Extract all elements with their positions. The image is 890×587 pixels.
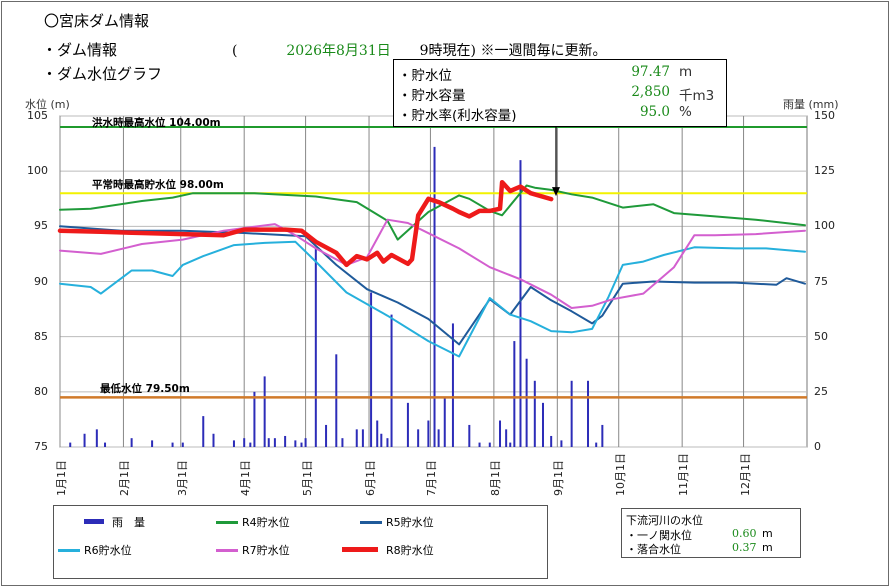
info-value: 97.47 — [631, 64, 670, 80]
month-tick-label: 1月1日 — [55, 460, 68, 496]
left-tick-label: 85 — [34, 329, 48, 343]
dam-graph-heading: ・ダム水位グラフ — [42, 65, 163, 83]
right-tick-label: 125 — [814, 164, 835, 178]
month-tick-label: 10月1日 — [613, 453, 627, 496]
left-tick-label: 95 — [34, 219, 48, 233]
dam-info-box: ・貯水位 97.47 m ・貯水容量 2,850 千m3 ・貯水率(利水容量) … — [393, 59, 727, 127]
left-tick-label: 100 — [27, 164, 48, 178]
river-unit: m — [762, 541, 773, 554]
river-value: 0.60 — [732, 527, 757, 540]
left-tick-label: 105 — [27, 109, 48, 122]
legend-swatch-r6 — [58, 549, 80, 552]
left-tick-label: 80 — [34, 384, 48, 398]
left-axis-title: 水位 (m) — [25, 98, 70, 111]
info-row-volume: ・貯水容量 — [398, 84, 466, 104]
river-value: 0.37 — [732, 541, 757, 554]
info-unit: % — [679, 104, 692, 120]
river-label: ・一ノ関水位 — [626, 529, 692, 542]
legend-swatch-rain — [84, 519, 104, 524]
flood-level-label: 洪水時最高水位 104.00m — [92, 117, 221, 130]
minimum-level-label: 最低水位 79.50m — [100, 383, 190, 396]
right-tick-label: 150 — [814, 109, 835, 122]
legend-rain: 雨 量 — [112, 516, 145, 529]
month-tick-label: 3月1日 — [175, 460, 189, 496]
legend-r5: R5貯水位 — [386, 516, 434, 529]
chart-legend: 雨 量 R4貯水位 R5貯水位 R6貯水位 R7貯水位 R8貯水位 — [53, 505, 548, 579]
page-title: 〇宮床ダム情報 — [44, 12, 150, 30]
date-note: ※一週間毎に更新。 — [480, 43, 607, 59]
legend-r6: R6貯水位 — [84, 544, 132, 557]
right-tick-label: 75 — [814, 274, 828, 288]
month-tick-label: 5月1日 — [300, 460, 314, 496]
date-line: ( 2026年8月31日 9時現在) ※一週間毎に更新。 — [232, 40, 606, 60]
river-unit: m — [762, 527, 773, 540]
left-tick-label: 75 — [34, 440, 48, 453]
date-time: 9時現在) — [419, 43, 477, 59]
legend-swatch-r4 — [216, 521, 238, 524]
month-tick-label: 8月1日 — [488, 460, 502, 496]
month-tick-label: 7月1日 — [425, 460, 439, 496]
info-unit: 千m3 — [679, 88, 715, 104]
date-open: ( — [232, 43, 238, 59]
legend-r7: R7貯水位 — [242, 544, 290, 557]
dam-info-heading: ・ダム情報 — [42, 41, 118, 59]
info-row-rate: ・貯水率(利水容量) — [398, 104, 517, 124]
info-row-level: ・貯水位 — [398, 64, 452, 84]
month-tick-label: 4月1日 — [239, 460, 253, 496]
right-tick-label: 100 — [814, 219, 835, 233]
info-label: ・貯水容量 — [398, 88, 466, 104]
info-unit: m — [679, 64, 693, 80]
info-label: ・貯水位 — [398, 68, 452, 84]
info-label: ・貯水率(利水容量) — [398, 108, 517, 124]
right-tick-label: 50 — [814, 329, 828, 343]
legend-swatch-r5 — [360, 521, 382, 524]
info-value: 95.0 — [639, 104, 670, 120]
river-level-box: 下流河川の水位 ・一ノ関水位 0.60 m ・落合水位 0.37 m — [621, 508, 801, 558]
right-axis-title: 雨量 (mm) — [783, 98, 839, 111]
date-value: 2026年8月31日 — [286, 43, 391, 59]
legend-r8: R8貯水位 — [386, 544, 434, 557]
month-tick-label: 6月1日 — [364, 460, 378, 496]
legend-swatch-r8 — [342, 547, 378, 552]
legend-r4: R4貯水位 — [242, 516, 290, 529]
month-tick-label: 11月1日 — [677, 453, 691, 496]
right-tick-label: 25 — [814, 384, 828, 398]
legend-swatch-r7 — [216, 549, 238, 552]
right-tick-label: 0 — [814, 440, 821, 453]
river-title: 下流河川の水位 — [626, 514, 703, 527]
month-tick-label: 9月1日 — [552, 460, 566, 496]
info-value: 2,850 — [631, 84, 670, 100]
left-tick-label: 90 — [34, 274, 48, 288]
river-label: ・落合水位 — [626, 543, 681, 556]
month-tick-label: 2月1日 — [118, 460, 132, 496]
month-tick-label: 12月1日 — [738, 453, 752, 496]
normal-level-label: 平常時最高貯水位 98.00m — [92, 179, 224, 192]
